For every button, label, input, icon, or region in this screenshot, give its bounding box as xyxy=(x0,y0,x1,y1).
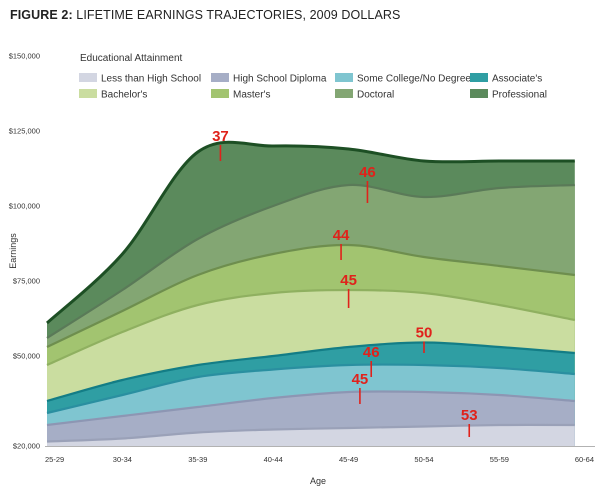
legend-label-professional: Professional xyxy=(492,90,547,101)
annotation-label: 37 xyxy=(212,128,229,145)
legend-swatch-master-s xyxy=(211,89,229,98)
legend-label-master-s: Master's xyxy=(233,90,270,101)
y-tick-label: $125,000 xyxy=(9,127,40,136)
x-axis-title: Age xyxy=(310,476,326,486)
y-tick-label: $50,000 xyxy=(13,352,40,361)
legend-label-high-school-diploma: High School Diploma xyxy=(233,74,327,85)
legend-title: Educational Attainment xyxy=(80,53,183,64)
legend-swatch-some-college-no-degree xyxy=(335,73,353,82)
annotation-label: 53 xyxy=(461,407,478,424)
annotations: 37 46 44 45 50 46 45 53 xyxy=(212,128,478,437)
x-tick-label: 30-34 xyxy=(113,455,132,464)
legend-swatch-less-than-high-school xyxy=(79,73,97,82)
annotation-label: 46 xyxy=(363,344,380,361)
legend-label-associate-s: Associate's xyxy=(492,74,542,85)
legend-swatch-doctoral xyxy=(335,89,353,98)
x-tick-label: 35-39 xyxy=(188,455,207,464)
x-tick-label: 45-49 xyxy=(339,455,358,464)
legend-label-less-than-high-school: Less than High School xyxy=(101,74,201,85)
y-tick-label: $100,000 xyxy=(9,202,40,211)
line-high-school-diploma xyxy=(46,390,575,427)
line-master-s xyxy=(46,243,575,348)
annotation-label: 50 xyxy=(416,325,433,342)
y-axis-title: Earnings xyxy=(8,233,18,269)
x-tick-label: 50-54 xyxy=(414,455,433,464)
y-tick-label: $75,000 xyxy=(13,277,40,286)
line-doctoral xyxy=(46,183,575,339)
figure-title-text: LIFETIME EARNINGS TRAJECTORIES, 2009 DOL… xyxy=(72,8,401,22)
line-some-college-no-degree xyxy=(46,363,575,415)
y-tick-label: $150,000 xyxy=(9,52,40,61)
line-bachelor-s xyxy=(46,288,576,367)
x-tick-label: 55-59 xyxy=(490,455,509,464)
legend: Educational Attainment Less than High Sch… xyxy=(79,53,547,101)
legend-swatch-high-school-diploma xyxy=(211,73,229,82)
legend-swatch-bachelor-s xyxy=(79,89,97,98)
line-less-than-high-school xyxy=(46,423,575,443)
legend-label-some-college-no-degree: Some College/No Degree xyxy=(357,74,471,85)
x-tick-label: 40-44 xyxy=(264,455,283,464)
legend-label-doctoral: Doctoral xyxy=(357,90,394,101)
x-tick-label: 25-29 xyxy=(45,455,64,464)
annotation-label: 46 xyxy=(359,164,376,181)
figure-title: FIGURE 2: LIFETIME EARNINGS TRAJECTORIES… xyxy=(10,8,400,22)
annotation-label: 44 xyxy=(333,227,350,244)
line-professional xyxy=(45,140,575,325)
x-tick-label: 60-64 xyxy=(575,455,594,464)
annotation-label: 45 xyxy=(352,371,369,388)
legend-swatch-professional xyxy=(470,89,488,98)
area-less-than-high-school xyxy=(47,424,575,446)
series-lines-group xyxy=(45,140,576,443)
line-associate-s xyxy=(46,341,575,403)
figure-title-label: FIGURE 2: xyxy=(10,8,73,22)
annotation-label: 45 xyxy=(340,272,357,289)
legend-label-bachelor-s: Bachelor's xyxy=(101,90,147,101)
legend-swatch-associate-s xyxy=(470,73,488,82)
y-tick-label: $20,000 xyxy=(13,442,40,451)
